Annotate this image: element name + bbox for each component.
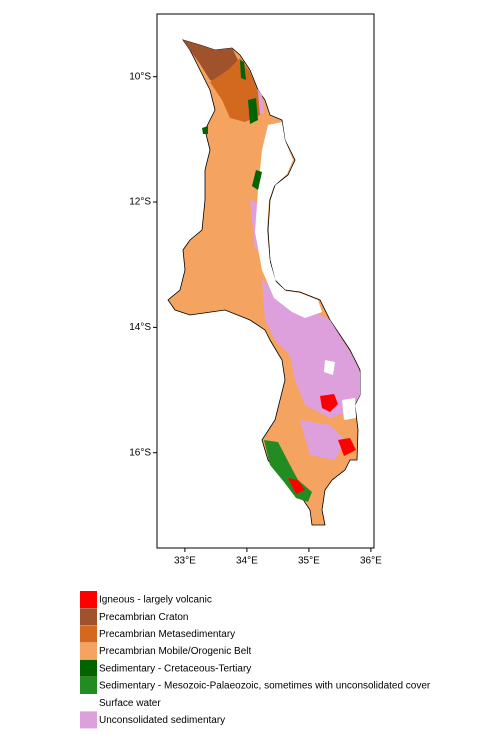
cretaceous-strip [202,126,208,134]
legend-label: Surface water [99,698,161,709]
legend-label: Unconsolidated sedimentary [99,715,225,726]
unconsolidated-zone [262,280,360,418]
y-tick-label: 12°S [129,197,151,208]
y-tick-label: 14°S [129,322,151,333]
geology-map [167,39,361,526]
legend-label: Precambrian Mobile/Orogenic Belt [99,646,252,657]
lake [324,360,335,375]
volcanic-zone [320,394,338,412]
legend-label: Precambrian Craton [99,612,188,623]
plot-frame [156,13,375,549]
x-tick-label: 35°E [298,556,320,567]
legend-key [80,694,97,712]
cretaceous-strip [240,60,246,80]
unconsolidated-zone [300,420,345,460]
lake [255,122,322,318]
legend-label: Precambrian Metasedimentary [99,629,235,640]
legend-key [80,677,97,694]
y-tick-label: 10°S [129,71,151,82]
legend-label: Sedimentary - Cretaceous-Tertiary [99,663,251,674]
metasedimentary-zone [210,58,260,122]
legend-key [80,659,97,677]
cretaceous-strip [252,170,262,190]
x-tick-label: 36°E [360,556,382,567]
legend-key [80,642,97,660]
legend-key [80,711,97,729]
legend-key [80,591,97,608]
legend-label: Igneous - largely volcanic [99,595,212,606]
x-tick-label: 34°E [236,556,258,567]
legend-key [80,625,97,643]
lake [342,398,356,420]
y-tick-label: 16°S [129,447,151,458]
volcanic-zone [338,438,356,456]
legend-label: Sedimentary - Mesozoic-Palaeozoic, somet… [99,681,431,692]
legend-key [80,608,97,626]
cretaceous-strip [248,98,258,124]
volcanic-zone [288,478,305,494]
x-tick-label: 33°E [174,556,196,567]
